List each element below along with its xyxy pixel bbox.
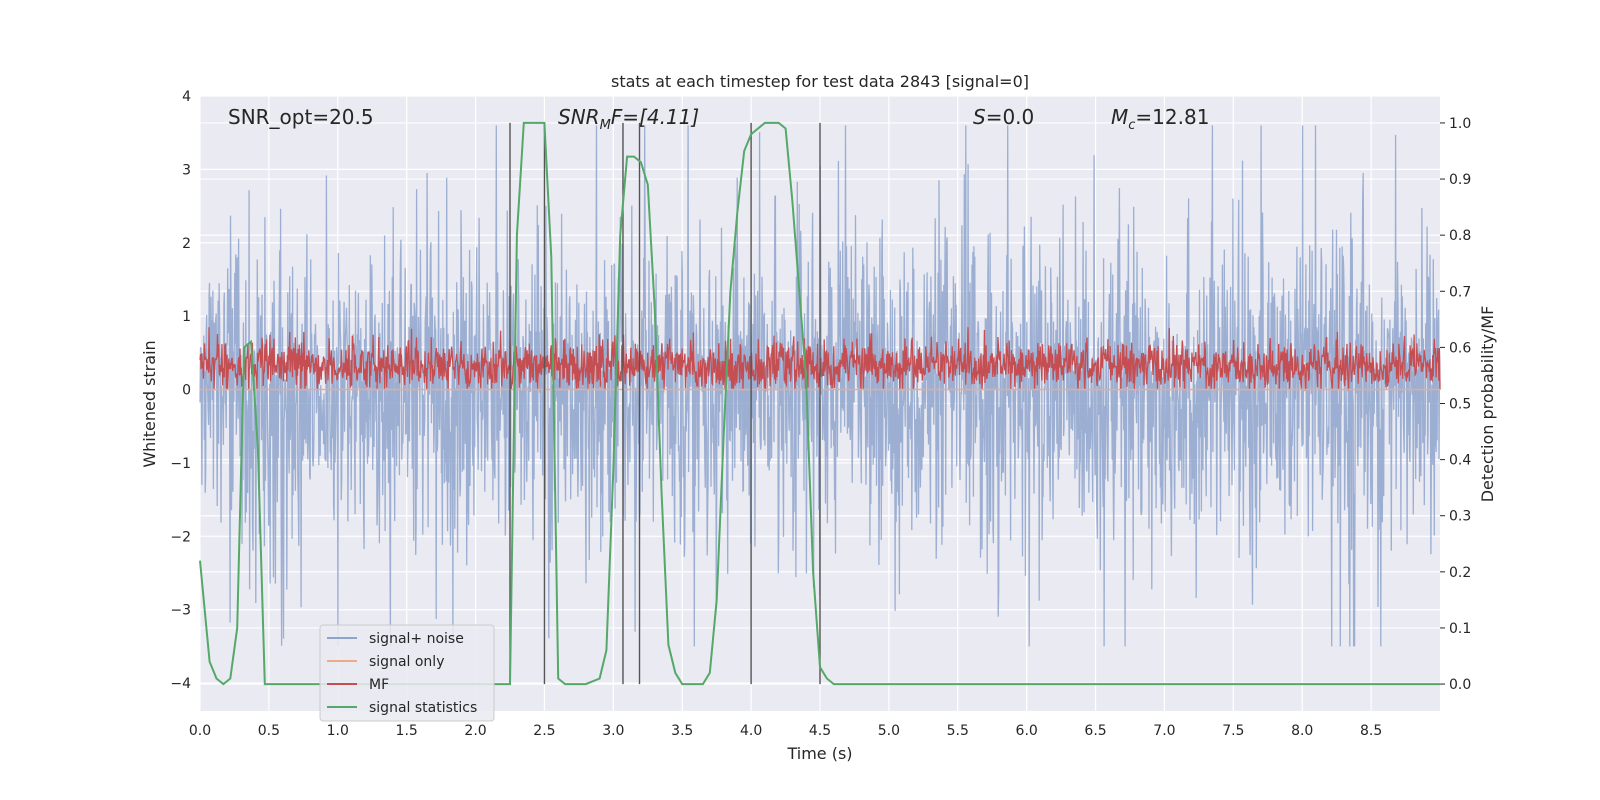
legend-label-mf: MF <box>369 677 389 693</box>
annotation-s: S=0.0 <box>973 105 1034 129</box>
legend-box <box>319 624 495 722</box>
x-tick-label: 4.5 <box>809 723 831 739</box>
annotation-snr-mf: SNRMF=[4.11] <box>558 105 699 133</box>
annotation-snr-opt: SNR_opt=20.5 <box>228 105 374 129</box>
s-main: S <box>973 105 986 129</box>
legend-label-signal-noise: signal+ noise <box>369 631 464 647</box>
y-left-tick-label: 3 <box>182 162 191 178</box>
mc-sub: c <box>1128 118 1135 133</box>
y-left-tick-label: −4 <box>170 676 191 692</box>
y-right-tick-label: 0.0 <box>1449 677 1471 693</box>
signal-statistics-series <box>199 121 1440 686</box>
signal-statistics-line <box>199 121 1440 686</box>
y-right-tick-label: 0.4 <box>1449 453 1471 469</box>
y-left-tick-label: 2 <box>182 236 191 252</box>
x-tick-label: 1.5 <box>396 723 418 739</box>
mc-main: M <box>1111 105 1128 129</box>
legend-label-signal-statistics: signal statistics <box>369 700 477 716</box>
annotation-mc: Mc=12.81 <box>1111 105 1209 133</box>
y-left-tick-label: −2 <box>170 529 191 545</box>
y-right-tick-label: 0.1 <box>1449 621 1471 637</box>
x-tick-label: 8.5 <box>1360 723 1382 739</box>
x-tick-label: 1.0 <box>327 723 349 739</box>
y-right-tick-label: 1.0 <box>1449 116 1471 132</box>
x-tick-label: 3.5 <box>671 723 693 739</box>
x-tick-label: 0.0 <box>189 723 211 739</box>
x-tick-label: 2.5 <box>533 723 555 739</box>
chart-title: stats at each timestep for test data 284… <box>611 72 1029 91</box>
y-left-tick-label: 0 <box>182 383 191 399</box>
y-right-tick-label: 0.3 <box>1449 509 1471 525</box>
y-axis-title-right: Detection probability/MF <box>1478 306 1497 503</box>
y-left-tick-label: −1 <box>170 456 191 472</box>
mc-tail: =12.81 <box>1135 105 1209 129</box>
x-tick-label: 0.5 <box>258 723 280 739</box>
y-right-tick-label: 0.5 <box>1449 397 1471 413</box>
y-left-tick-label: 4 <box>182 89 191 105</box>
x-tick-label: 8.0 <box>1291 723 1313 739</box>
x-tick-label: 4.0 <box>740 723 762 739</box>
x-tick-label: 2.0 <box>464 723 486 739</box>
snr-mf-tail: F=[4.11] <box>611 105 699 129</box>
x-tick-label: 6.5 <box>1084 723 1106 739</box>
x-tick-label: 7.5 <box>1222 723 1244 739</box>
x-axis-title: Time (s) <box>786 744 852 763</box>
x-tick-label: 5.5 <box>947 723 969 739</box>
x-tick-label: 5.0 <box>878 723 900 739</box>
legend-label-signal-only: signal only <box>369 654 444 670</box>
y-right-tick-label: 0.6 <box>1449 340 1471 356</box>
y-left-tick-label: 1 <box>182 309 191 325</box>
y-axis-title-left: Whitened strain <box>140 340 159 467</box>
x-tick-label: 6.0 <box>1016 723 1038 739</box>
snr-mf-sub: M <box>600 118 611 133</box>
x-tick-label: 7.0 <box>1153 723 1175 739</box>
axis-ticks: 0.0 0.5 1.0 1.5 2.0 2.5 3.0 3.5 4.0 4.5 5.0 5.5 6.0 6… <box>170 89 1471 739</box>
y-right-tick-label: 0.9 <box>1449 172 1471 188</box>
y-right-tick-label: 0.7 <box>1449 284 1471 300</box>
y-right-tick-label: 0.8 <box>1449 228 1471 244</box>
legend: signal+ noise signal only MF signal stat… <box>319 624 495 722</box>
snr-mf-main: SNR <box>558 105 600 129</box>
x-tick-label: 3.0 <box>602 723 624 739</box>
s-tail: =0.0 <box>986 105 1035 129</box>
y-left-tick-label: −3 <box>170 603 191 619</box>
vertical-lines <box>509 122 821 685</box>
y-right-tick-label: 0.2 <box>1449 565 1471 581</box>
